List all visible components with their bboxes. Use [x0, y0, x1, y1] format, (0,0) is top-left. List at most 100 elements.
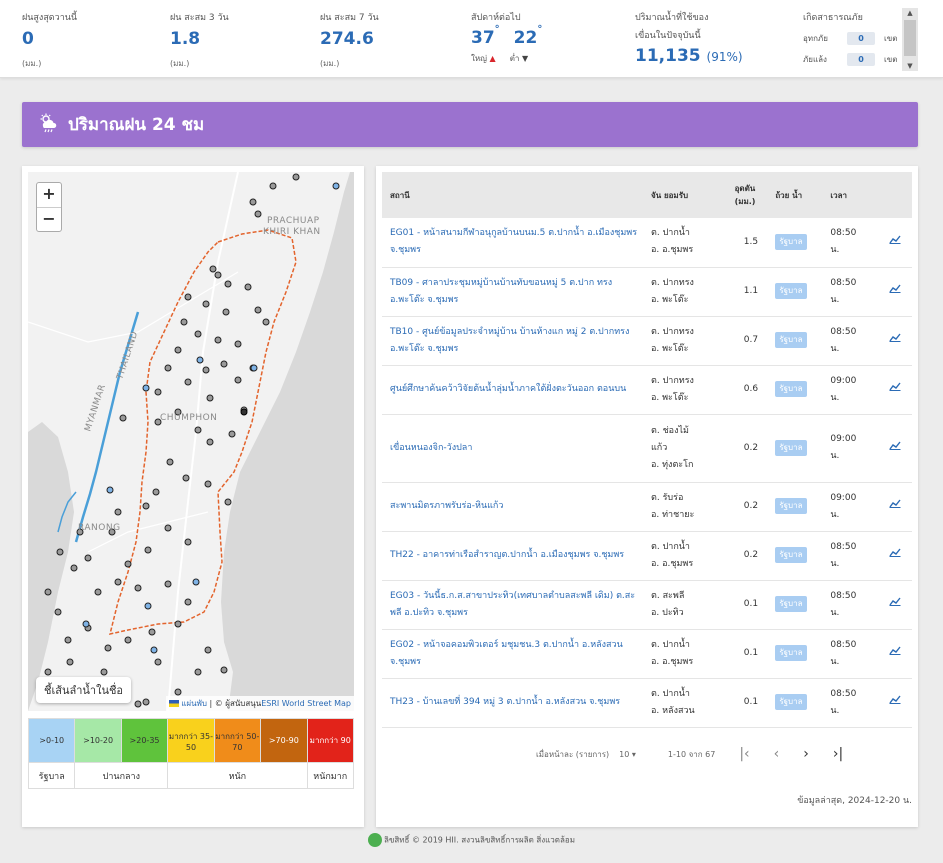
scroll-up-icon[interactable]: ▲ [907, 9, 913, 17]
leaflet-link[interactable]: แผ่นพับ [181, 699, 207, 708]
legend-range: มากกว่า 50-70 [213, 718, 262, 763]
chart-icon[interactable] [877, 316, 912, 366]
station-link[interactable]: สะพานมิตรภาพรับร่อ-หินแก้ว [382, 482, 647, 532]
river-toggle-button[interactable]: ชี้เส้นลำน้ำในชื่อ [36, 677, 132, 703]
legend-range: มากกว่า 90 [306, 718, 355, 763]
rain-cloud-icon [38, 113, 60, 137]
station-area: ต. ปากน้ำ อ. อ.ชุมพร [647, 531, 731, 581]
legend-name: รัฐบาล [27, 762, 76, 789]
map-label-prachuap: PRACHUAP [267, 216, 320, 226]
forecast-label: สัปดาห์ต่อไป [471, 13, 521, 23]
last-page-icon[interactable]: ›| [832, 746, 844, 762]
first-page-icon[interactable]: |‹ [739, 746, 750, 762]
scroll-thumb[interactable] [904, 20, 916, 56]
chart-icon[interactable] [877, 414, 912, 483]
chart-icon[interactable] [877, 365, 912, 415]
map-label-khiri: KHIRI KHAN [263, 227, 321, 237]
table-row: EG01 - หน้าสนามกีฬาอนุกูลบ้านบนม.5 ต.ปาก… [382, 218, 912, 268]
stat-label: ฝน สะสม 7 วัน [320, 13, 379, 23]
chart-icon[interactable] [877, 531, 912, 581]
station-table-card: สถานี จัน ยอมรับ อุดตัน (มม.) ถ้วย น้ำ เ… [376, 166, 918, 827]
status-badge: รัฐบาล [775, 332, 807, 348]
header-area[interactable]: จัน ยอมรับ [651, 190, 689, 200]
header-badge[interactable]: ถ้วย น้ำ [775, 190, 803, 200]
chart-icon[interactable] [877, 629, 912, 679]
pagination: เมื่อหน้าละ (รายการ) 10 ▾ 1-10 จาก 67 |‹… [536, 746, 843, 762]
disaster-row-drought: ภัยแล้ง 0 เขต [803, 53, 898, 66]
station-link[interactable]: TH22 - อาคารท่าเรือสำราญต.ปากน้ำ อ.เมือง… [382, 531, 647, 581]
status-badge: รัฐบาล [775, 283, 807, 299]
next-page-icon[interactable]: › [803, 746, 809, 762]
rain-value: 0.1 [730, 580, 772, 630]
stat-rain-7day: ฝน สะสม 7 วัน 274.6 (มม.) [320, 10, 379, 70]
prev-page-icon[interactable]: ‹ [773, 746, 780, 762]
ukraine-flag-icon [168, 700, 179, 707]
header-time[interactable]: เวลา [830, 190, 847, 200]
rain-value: 0.1 [730, 678, 772, 728]
station-area: ต. ปากทรง อ. พะโต๊ะ [647, 267, 731, 317]
map-zoom-control: + − [36, 182, 62, 232]
map-label-myanmar: MYANMAR [83, 383, 108, 433]
legend-range: มากกว่า 35-50 [167, 718, 215, 763]
footer: ลิขสิทธิ์ © 2019 HII. สงวนลิขสิทธิ์การผล… [0, 833, 943, 847]
esri-link[interactable]: ESRI World Street Map [261, 699, 351, 708]
station-link[interactable]: EG01 - หน้าสนามกีฬาอนุกูลบ้านบนม.5 ต.ปาก… [382, 218, 647, 268]
stats-scrollbar[interactable]: ▲ ▼ [902, 8, 918, 71]
rain-value: 1.5 [730, 218, 772, 268]
zoom-out-button[interactable]: − [37, 207, 61, 231]
chart-icon[interactable] [877, 580, 912, 630]
chart-icon[interactable] [877, 267, 912, 317]
status-badge: รัฐบาล [775, 547, 807, 563]
rain-legend: >0-10 >10-20 >20-35 มากกว่า 35-50 มากกว่… [27, 718, 355, 789]
station-link[interactable]: TH23 - บ้านเลขที่ 394 หมู่ 3 ต.ปากน้ำ อ.… [382, 678, 647, 728]
time-cell: 08:50 น. [826, 580, 878, 630]
leaf-logo-icon [368, 833, 383, 847]
station-link[interactable]: EG03 - วันนี้ธ.ก.ส.สาขาประทิว(เทศบาลตำบล… [382, 580, 647, 630]
stat-rain-3day: ฝน สะสม 3 วัน 1.8 (มม.) [170, 10, 229, 70]
header-station[interactable]: สถานี [390, 190, 410, 200]
legend-name: หนัก [167, 762, 308, 789]
chart-icon[interactable] [877, 218, 912, 268]
status-badge: รัฐบาล [775, 233, 807, 250]
rain-value: 0.6 [730, 365, 772, 415]
table-row: ศูนย์ศึกษาค้นคว้าวิจัยต้นน้ำลุ่มน้ำภาคใต… [382, 365, 912, 415]
time-cell: 08:50 น. [826, 531, 878, 581]
legend-name: ปานกลาง [74, 762, 169, 789]
per-page-label: เมื่อหน้าละ (รายการ) [536, 749, 610, 759]
chart-icon[interactable] [877, 482, 912, 532]
stat-value: 274.6 [320, 29, 374, 49]
legend-name: หนักมาก [306, 762, 355, 789]
station-area: ต. ปากน้ำ อ. อ.ชุมพร [647, 218, 731, 268]
table-row: TB10 - ศูนย์ข้อมูลประจำหมู่บ้าน บ้านห้าง… [382, 316, 912, 366]
dam-label-2: เขื่อนในปัจจุบันนี้ [635, 31, 701, 41]
zoom-in-button[interactable]: + [42, 184, 56, 203]
station-table: สถานี จัน ยอมรับ อุดตัน (มม.) ถ้วย น้ำ เ… [382, 172, 912, 728]
legend-range: >0-10 [27, 718, 76, 763]
last-updated: ข้อมูลล่าสุด, 2024-12-20 น. [797, 796, 912, 806]
rain-panel-header: ปริมาณฝน 24 ชม [22, 102, 918, 147]
station-link[interactable]: ศูนย์ศึกษาค้นคว้าวิจัยต้นน้ำลุ่มน้ำภาคใต… [382, 365, 647, 415]
table-row: TH23 - บ้านเลขที่ 394 หมู่ 3 ต.ปากน้ำ อ.… [382, 678, 912, 728]
chart-icon[interactable] [877, 678, 912, 728]
rain-map[interactable]: PRACHUAP KHIRI KHAN CHUMPHON RANONG MYAN… [28, 172, 354, 711]
map-attribution: แผ่นพับ | © ผู้สนับสนุนESRI World Street… [165, 696, 354, 711]
scroll-down-icon[interactable]: ▼ [907, 62, 913, 70]
time-cell: 09:00 น. [826, 414, 878, 483]
table-row: EG03 - วันนี้ธ.ก.ส.สาขาประทิว(เทศบาลตำบล… [382, 580, 912, 630]
stat-value: 0 [22, 29, 34, 49]
header-value[interactable]: อุดตัน (มม.) [734, 184, 756, 206]
forecast-high-label: ใหญ่ ▲ [471, 54, 496, 63]
stat-unit: (มม.) [22, 59, 42, 68]
forecast-high: 37° [471, 24, 500, 48]
per-page-select[interactable]: 10 ▾ [619, 749, 636, 759]
station-link[interactable]: TB09 - ศาลาประชุมหมู่บ้านบ้านทับขอนหมู่ … [382, 267, 647, 317]
station-link[interactable]: TB10 - ศูนย์ข้อมูลประจำหมู่บ้าน บ้านห้าง… [382, 316, 647, 366]
map-label-thailand: THAILAND [115, 330, 140, 382]
time-cell: 09:00 น. [826, 482, 878, 532]
station-link[interactable]: EG02 - หน้าจอคอมพิวเตอร์ มชุมชน.3 ต.ปากน… [382, 629, 647, 679]
station-link[interactable]: เขื่อนหนองจิก-วังปลา [382, 414, 647, 483]
dam-label: ปริมาณน้ำที่ใช้ของ [635, 13, 709, 23]
rain-value: 0.2 [730, 482, 772, 532]
rain-value: 0.7 [730, 316, 772, 366]
station-area: ต. ปากน้ำ อ. หลังสวน [647, 678, 731, 728]
